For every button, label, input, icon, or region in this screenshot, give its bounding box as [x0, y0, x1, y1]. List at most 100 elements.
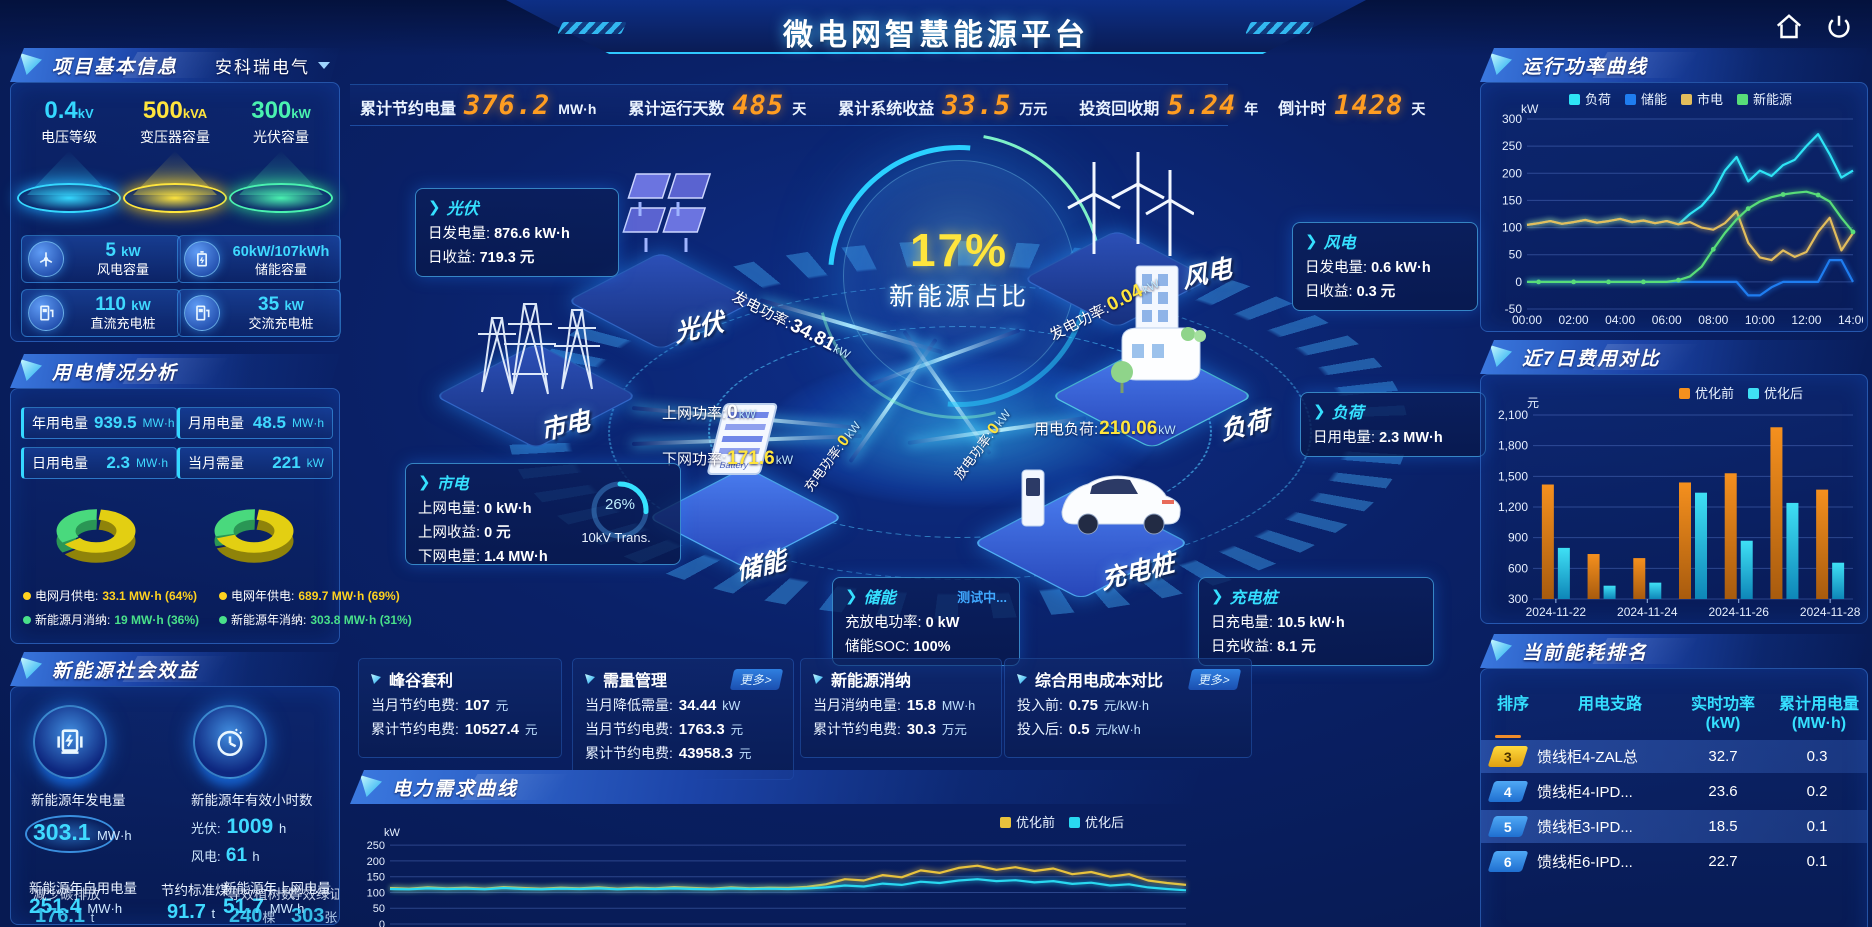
- more-button[interactable]: 更多>: [1187, 668, 1242, 690]
- card-storage-capacity: 60kW/107kWh 储能容量: [177, 235, 341, 283]
- flow-grid-import: 下网功率:171.6kW: [662, 448, 794, 469]
- svg-text:100: 100: [367, 887, 385, 899]
- panel-benefit-body: 新能源年发电量 303.1 MW·h 新能源年有效小时数 光伏: 1009 h …: [10, 686, 340, 925]
- light-cone: [27, 151, 111, 195]
- svg-text:2024-11-22: 2024-11-22: [1526, 605, 1587, 619]
- kpi-system-income: 累计系统收益 33.5 万元: [838, 89, 1048, 121]
- svg-text:08:00: 08:00: [1698, 313, 1728, 327]
- spotlight-transformer-capacity: 500kVA 变压器容量: [123, 97, 227, 213]
- rank-scroll-indicator: [1495, 735, 1521, 738]
- home-icon[interactable]: [1774, 12, 1804, 47]
- power-icon[interactable]: [1824, 12, 1854, 47]
- hours-clock-icon: [193, 705, 267, 779]
- ev-car-icon: [1021, 469, 1181, 535]
- svg-text:600: 600: [1508, 561, 1528, 575]
- rank-badge: 4: [1487, 781, 1529, 802]
- panel-corner-icon: [1490, 345, 1512, 367]
- legend-after[interactable]: 优化后: [1069, 812, 1124, 831]
- stat-year-usage: 年用电量 939.5 MW·h: [21, 407, 177, 439]
- card-wind-capacity: 5 kW 风电容量: [21, 235, 181, 283]
- panel-run-power-header: 运行功率曲线: [1480, 48, 1868, 82]
- panel-cost-body: 优化前 优化后 2,100 1,800 1,500 1,200 900 600 300 元 20…: [1480, 374, 1868, 624]
- rank-row[interactable]: 4 馈线柜4-IPD... 23.6 0.2: [1481, 775, 1867, 808]
- svg-text:2024-11-24: 2024-11-24: [1617, 605, 1678, 619]
- svg-text:300: 300: [1502, 112, 1522, 126]
- legend-load[interactable]: 负荷: [1569, 89, 1611, 108]
- rank-row[interactable]: 5 馈线柜3-IPD... 18.5 0.1: [1481, 810, 1867, 843]
- svg-text:04:00: 04:00: [1605, 313, 1635, 327]
- stat-day-usage: 日用电量 2.3 MW·h: [21, 447, 177, 479]
- spotlight-pv-capacity: 300kW 光伏容量: [229, 97, 333, 213]
- card-peak-valley-arbitrage: 峰谷套利 当月节约电费: 107 元 累计节约电费: 10527.4 元: [358, 658, 562, 758]
- building-icon: [1111, 265, 1206, 393]
- panel-rank-header: 当前能耗排名: [1480, 634, 1868, 668]
- panel-run-power: 运行功率曲线 负荷 储能 市电 新能源 300 250 200 150 100 50 0 -5…: [1480, 48, 1868, 332]
- panel-corner-icon: [1490, 53, 1512, 75]
- more-button[interactable]: 更多>: [729, 668, 784, 690]
- company-select[interactable]: 安科瑞电气: [215, 53, 330, 78]
- svg-text:200: 200: [367, 856, 385, 868]
- panel-title: 项目基本信息: [52, 56, 179, 78]
- chevron-right-icon: ❯: [1305, 233, 1318, 250]
- svg-text:2,100: 2,100: [1498, 408, 1528, 422]
- demand-curve-chart: 25020015010050000:0000:4001:2002:0002:40…: [367, 827, 1187, 927]
- run-chart-legend: 负荷 储能 市电 新能源: [1569, 89, 1792, 108]
- rank-row[interactable]: 3 馈线柜4-ZAL总 32.7 0.3: [1481, 740, 1867, 773]
- transformer-load-gauge: [591, 481, 649, 539]
- spotlight-voltage-level: 0.4kV 电压等级: [17, 97, 121, 213]
- panel-cost-header: 近7日费用对比: [1480, 340, 1868, 374]
- year-supply-donut-chart: [214, 509, 294, 563]
- light-cone: [133, 151, 217, 195]
- legend-storage[interactable]: 储能: [1625, 89, 1667, 108]
- panel-run-power-body: 负荷 储能 市电 新能源 300 250 200 150 100 50 0 -50 00:00 0…: [1480, 82, 1868, 332]
- legend-grid-year: 电网年供电: 689.7 MW·h (69%): [219, 587, 400, 604]
- panel-energy-rank: 当前能耗排名 排序 用电支路 实时功率 (kW) 累计用电量 (MW·h) 3 馈线…: [1480, 634, 1868, 927]
- legend-renewable-year: 新能源年消纳: 303.8 MW·h (31%): [219, 611, 412, 628]
- card-demand-management: 需量管理 更多> 当月降低需量: 34.44 kW 当月节约电费: 1763.3 …: [572, 658, 794, 780]
- gen-value: 303.1 MW·h: [33, 819, 132, 845]
- svg-text:50: 50: [1509, 248, 1523, 262]
- glow-base: [229, 183, 333, 213]
- legend-renewable[interactable]: 新能源: [1737, 89, 1792, 108]
- panel-demand-curve: 电力需求曲线 优化前 优化后 25020015010050000:0000:40…: [350, 770, 1200, 927]
- kpi-bar: 累计节约电量 376.2 MW·h 累计运行天数 485 天 累计系统收益 33…: [350, 84, 1425, 126]
- svg-text:06:00: 06:00: [1652, 313, 1682, 327]
- svg-text:250: 250: [367, 840, 385, 852]
- title-banner: [506, 0, 1366, 54]
- gauge-value: 26%: [604, 496, 636, 513]
- power-pylons-icon: [478, 303, 600, 395]
- legend-before[interactable]: 优化前: [1000, 812, 1055, 831]
- kpi-value: 376.2: [464, 89, 551, 121]
- battery-icon: [184, 241, 220, 277]
- rank-row[interactable]: 6 馈线柜6-IPD... 22.7 0.1: [1481, 845, 1867, 878]
- battery-container-icon: Battery: [707, 403, 778, 475]
- legend-before-opt[interactable]: 优化前: [1679, 383, 1734, 402]
- svg-text:200: 200: [1502, 166, 1522, 180]
- cost-chart-legend: 优化前 优化后: [1679, 383, 1803, 402]
- panel-project-info-body: 0.4kV 电压等级 500kVA 变压器容量 300kW 光伏容量 5 kW 风…: [10, 82, 341, 342]
- panel-usage-header: 用电情况分析: [10, 354, 340, 388]
- panel-corner-icon: [20, 657, 42, 679]
- svg-text:Battery: Battery: [719, 460, 750, 470]
- pv-hours: 光伏: 1009 h: [191, 815, 287, 838]
- rank-table-header: 排序 用电支路 实时功率 (kW) 累计用电量 (MW·h): [1496, 696, 1859, 732]
- panel-title: 运行功率曲线: [1522, 56, 1649, 78]
- hours-label: 新能源年有效小时数: [191, 793, 313, 808]
- wind-hours: 风电: 61 h: [191, 845, 260, 866]
- generation-pedestal-icon: [33, 705, 107, 779]
- panel-cost-compare: 近7日费用对比 优化前 优化后 2,100 1,800 1,500 1,200 900 6…: [1480, 340, 1868, 624]
- card-cost-comparison: 综合用电成本对比 更多> 投入前: 0.75 元/kW·h 投入后: 0.5 元/…: [1004, 658, 1252, 758]
- legend-after-opt[interactable]: 优化后: [1748, 383, 1803, 402]
- legend-renewable-month: 新能源月消纳: 19 MW·h (36%): [23, 611, 199, 628]
- svg-text:14:00: 14:00: [1838, 313, 1863, 327]
- panel-corner-icon: [1490, 639, 1512, 661]
- renewable-ratio-value: 17%: [909, 224, 1009, 276]
- kpi-payback-period: 投资回收期 5.24 年: [1079, 89, 1259, 121]
- storage-info-box: ❯ 储能 测试中... 充放电功率: 0 kW 储能SOC: 100%: [832, 577, 1020, 666]
- wind-turbine-icon: [28, 241, 64, 277]
- panel-title: 当前能耗排名: [1522, 642, 1649, 664]
- stat-month-demand: 当月需量 221 kW: [177, 447, 333, 479]
- svg-text:150: 150: [1502, 193, 1522, 207]
- legend-grid[interactable]: 市电: [1681, 89, 1723, 108]
